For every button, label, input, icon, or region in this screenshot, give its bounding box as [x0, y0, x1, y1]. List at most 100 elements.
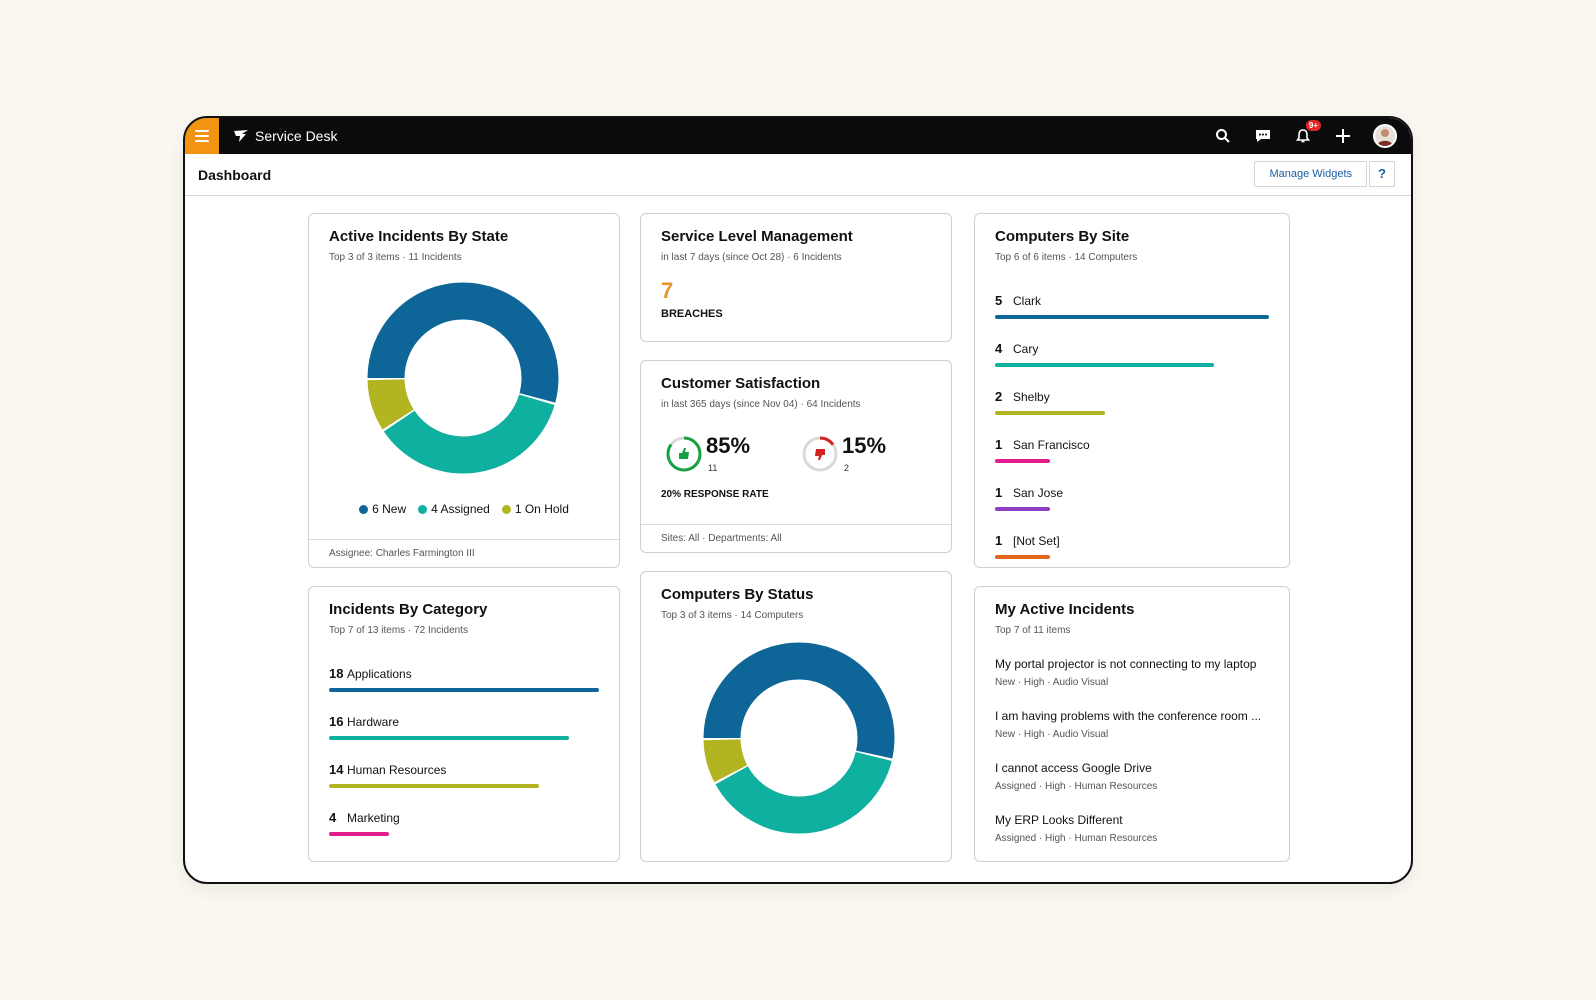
- bar-label: Human Resources: [347, 763, 447, 777]
- help-button[interactable]: ?: [1369, 161, 1395, 187]
- incident-item[interactable]: My ERP Looks Different Assigned · High ·…: [995, 813, 1273, 844]
- bar-label: San Jose: [1013, 486, 1064, 500]
- my-active-incidents-widget[interactable]: My Active Incidents Top 7 of 11 items My…: [974, 586, 1290, 862]
- legend-item: 1 On Hold: [501, 502, 569, 516]
- bar-fill: [995, 315, 1269, 319]
- legend-label: 6 New: [372, 502, 407, 516]
- widget-title: Computers By Status: [661, 586, 814, 603]
- bar-row[interactable]: 1 San Francisco: [995, 436, 1269, 463]
- widget-subtitle: Top 3 of 3 items · 14 Computers: [661, 610, 804, 621]
- logo-icon: [234, 130, 248, 142]
- legend-item: 4 Assigned: [418, 502, 490, 516]
- legend-item: 6 New: [359, 502, 406, 516]
- bar-fill: [995, 507, 1050, 511]
- avatar[interactable]: [1373, 124, 1397, 148]
- menu-icon[interactable]: [185, 118, 219, 154]
- negative-percent: 15%: [842, 433, 887, 458]
- manage-widgets-button[interactable]: Manage Widgets: [1254, 161, 1367, 187]
- bar-count: 4: [329, 810, 337, 825]
- donut-slice[interactable]: [367, 282, 559, 474]
- chat-icon[interactable]: [1253, 126, 1273, 146]
- incident-meta: Assigned · High · Human Resources: [995, 833, 1158, 844]
- bar-fill: [995, 411, 1105, 415]
- widget-subtitle: Top 3 of 3 items · 11 Incidents: [329, 252, 462, 263]
- bar-fill: [995, 459, 1050, 463]
- widget-subtitle: Top 6 of 6 items · 14 Computers: [995, 252, 1138, 263]
- bar-row[interactable]: 1 [Not Set]: [995, 532, 1269, 559]
- donut-slice[interactable]: [703, 642, 895, 834]
- bar-fill: [329, 688, 599, 692]
- bar-count: 5: [995, 293, 1003, 308]
- bar-fill: [329, 832, 389, 836]
- widget-title: Customer Satisfaction: [661, 375, 821, 392]
- bar-count: 4: [995, 341, 1003, 356]
- breaches-label: BREACHES: [661, 308, 723, 320]
- bar-count: 1: [995, 533, 1003, 548]
- widget-subtitle: Top 7 of 11 items: [995, 625, 1071, 636]
- widget-subtitle: in last 365 days (since Nov 04) · 64 Inc…: [661, 399, 861, 410]
- bar-count: 1: [995, 437, 1003, 452]
- positive-count: 11: [708, 463, 718, 473]
- bar-label: Applications: [347, 667, 412, 681]
- bar-row[interactable]: 4 Cary: [995, 340, 1269, 367]
- bar-row[interactable]: 14 Human Resources: [329, 761, 599, 788]
- legend-dot: [501, 505, 511, 514]
- incidents-by-category-widget[interactable]: Incidents By Category Top 7 of 13 items …: [308, 586, 620, 862]
- chart-legend: 6 New 4 Assigned 1 On Hold: [309, 502, 619, 516]
- widget-subtitle: Top 7 of 13 items · 72 Incidents: [329, 625, 468, 636]
- bar-fill: [329, 784, 540, 788]
- plus-icon[interactable]: [1333, 126, 1353, 146]
- incident-title[interactable]: I cannot access Google Drive: [995, 761, 1152, 775]
- bar-row[interactable]: 16 Hardware: [329, 713, 599, 740]
- bar-label: Marketing: [347, 811, 400, 825]
- positive-percent: 85%: [706, 433, 751, 458]
- slm-widget[interactable]: Service Level Management in last 7 days …: [640, 213, 952, 342]
- customer-satisfaction-widget[interactable]: Customer Satisfaction in last 365 days (…: [640, 360, 952, 553]
- brand[interactable]: Service Desk: [233, 128, 337, 144]
- bar-row[interactable]: 2 Shelby: [995, 388, 1269, 415]
- bar-row[interactable]: 18 Applications: [329, 665, 599, 692]
- donut-slice[interactable]: [703, 642, 895, 834]
- top-bar: Service Desk 9+: [185, 118, 1411, 154]
- bar-count: 2: [995, 389, 1003, 404]
- incident-item[interactable]: I cannot access Google Drive Assigned · …: [995, 761, 1273, 792]
- bar-label: Hardware: [347, 715, 400, 729]
- bar-fill: [995, 555, 1050, 559]
- donut-slice[interactable]: [367, 282, 559, 474]
- thumbs-down-icon: [802, 436, 838, 472]
- active-incidents-widget[interactable]: Active Incidents By State Top 3 of 3 ite…: [308, 213, 620, 568]
- incident-meta: New · High · Audio Visual: [995, 729, 1109, 740]
- computers-by-status-widget[interactable]: Computers By Status Top 3 of 3 items · 1…: [640, 571, 952, 862]
- incident-meta: New · High · Audio Visual: [995, 677, 1109, 688]
- widget-title: Incidents By Category: [329, 601, 488, 618]
- donut-chart: [367, 282, 559, 474]
- bar-row[interactable]: 5 Clark: [995, 292, 1269, 319]
- incident-title[interactable]: I am having problems with the conference…: [995, 709, 1262, 723]
- incident-title[interactable]: My ERP Looks Different: [995, 813, 1123, 827]
- bar-label: Clark: [1013, 294, 1042, 308]
- bar-row[interactable]: 1 San Jose: [995, 484, 1269, 511]
- widget-footer: Sites: All · Departments: All: [641, 524, 951, 552]
- widget-title: Computers By Site: [995, 228, 1130, 245]
- incident-title[interactable]: My portal projector is not connecting to…: [995, 657, 1257, 671]
- bar-row[interactable]: 4 Marketing: [329, 809, 599, 836]
- incident-item[interactable]: My portal projector is not connecting to…: [995, 657, 1273, 688]
- breaches-count: 7: [661, 278, 674, 303]
- legend-dot: [359, 505, 369, 514]
- widget-footer: Assignee: Charles Farmington III: [309, 539, 619, 567]
- legend-label: 1 On Hold: [514, 502, 569, 516]
- app-title: Service Desk: [255, 128, 338, 144]
- page-title: Dashboard: [198, 166, 272, 183]
- bar-label: Shelby: [1013, 390, 1050, 404]
- computers-by-site-widget[interactable]: Computers By Site Top 6 of 6 items · 14 …: [974, 213, 1290, 568]
- bell-icon[interactable]: 9+: [1293, 120, 1321, 146]
- incident-item[interactable]: I am having problems with the conference…: [995, 709, 1273, 740]
- thumbs-up-icon: [666, 436, 702, 472]
- widget-title: My Active Incidents: [995, 601, 1135, 618]
- response-rate: 20% RESPONSE RATE: [661, 489, 769, 500]
- app-window: Service Desk 9+ Dashboard Manage Widgets…: [183, 116, 1413, 884]
- bar-label: Cary: [1013, 342, 1039, 356]
- search-icon[interactable]: [1213, 126, 1233, 146]
- bar-count: 18: [329, 666, 344, 681]
- incident-meta: Assigned · High · Human Resources: [995, 781, 1158, 792]
